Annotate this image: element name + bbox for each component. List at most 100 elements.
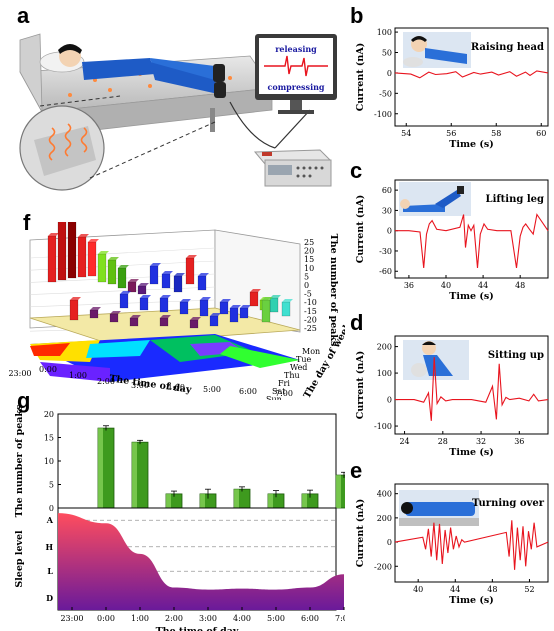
sleep-area [58,513,344,610]
x-tick-label: 0:00 [39,365,57,374]
bar3d [57,222,67,281]
z-tick-label: 10 [304,264,314,273]
panel-title: Sitting up [488,350,544,361]
bar3d-top [108,257,119,260]
x-tick-label: 0:00 [97,614,115,623]
y-tick-label: 200 [377,343,392,352]
panel-title: Turning over [472,498,545,509]
bar3d [189,319,199,329]
peak-bar-highlight [336,475,341,508]
bar3d-top [88,239,99,242]
panel-a-illustration: releasing compressing [19,33,337,191]
plot-frame [394,179,549,279]
bar3d [159,297,169,313]
bar3d-top [240,305,251,308]
panel-label-c: c [350,158,363,183]
bar3d-top [120,291,131,294]
y-axis-title: Current (nA) [355,195,366,263]
x-tick-label: 36 [404,281,414,290]
level-label: A [46,515,54,525]
bar3d [119,293,129,309]
y-tick-label: -100 [374,110,392,119]
bar3d [281,301,291,317]
y-tick-label: 60 [382,186,392,195]
y-tick-label: Sun [266,395,282,400]
x-tick-label: 28 [438,437,448,446]
bar3d-top [70,297,81,300]
bar3d-top [140,295,151,298]
peak-bar-highlight [98,428,103,508]
x-tick-label: 5:00 [203,385,221,394]
bar3d [149,265,159,285]
y-tick-label: -30 [379,247,392,256]
x-tick-label: 48 [487,585,497,594]
bar3d [77,236,87,278]
bar3d-top [48,233,59,236]
bar3d-top [130,315,141,318]
bar3d-top [186,255,197,258]
turning-over-illustration [399,490,479,526]
y-tick-label: Mon [302,347,320,356]
x-tick-label: 56 [446,129,456,138]
z-tick-label: 0 [304,281,309,290]
panel-label-g: g [17,388,31,413]
x-tick-label: 24 [399,437,409,446]
z-tick-label: 20 [304,247,314,256]
z-tick-label: -15 [304,307,317,316]
x-tick-label: 44 [478,281,488,290]
y-tick-label: 0 [387,396,392,405]
y-tick-label: Tue [296,355,311,364]
y-tick-label: Thu [284,371,300,380]
bar3d-top [160,295,171,298]
bar3d-top [282,299,293,302]
bar3d [67,222,77,279]
bar3d [137,285,147,295]
x-tick-label: 36 [514,437,524,446]
z-tick-label: -25 [304,324,317,333]
x-tick-label: 6:00 [301,614,319,623]
monitor-label-releasing: releasing [275,44,317,54]
y-tick-label: 400 [377,490,392,499]
y-tick-label: 200 [377,514,392,523]
signal-trace [394,520,549,570]
bar3d [129,317,139,327]
bar3d [87,241,97,277]
panel-d-chart: 200 100 0 -100 24 28 32 36 Time (s) Current (nA) S… [355,335,549,458]
bar3d-top [90,307,101,310]
panel-g-chart: 0 5 10 15 20 The number of peaks A H L D Sleep lev… [14,405,345,631]
y-tick-label: Fri [278,379,290,388]
y-tick-label: 100 [377,28,392,37]
bar3d-top [180,299,191,302]
bar3d [107,259,117,285]
panel-label-e: e [350,458,363,483]
y-tick-label: 50 [382,49,392,58]
peak-bar-highlight [268,493,273,508]
bar3d-top [128,279,139,282]
bar3d [239,307,249,319]
bar3d [47,235,57,283]
y-tick-label: Wed [290,363,307,372]
x-tick-label: 7:00 [335,614,345,623]
y-tick-label: 0 [387,227,392,236]
bar3d-top [162,271,173,274]
x-tick-label: 54 [401,129,411,138]
grid-line [29,286,216,295]
y-tick-label: 100 [377,369,392,378]
sitting-up-illustration [403,340,469,380]
y-tick-label: -100 [374,422,392,431]
bar3d [159,317,169,327]
x-axis-title: Time (s) [449,595,493,606]
bar3d-top [160,315,171,318]
x-tick-label: 40 [413,585,423,594]
bed-head [19,33,43,113]
z-tick-label: -10 [304,298,317,307]
sleep-axis-title: Sleep level [14,530,25,588]
signal-trace [395,357,549,421]
z-tick-label: -5 [304,290,312,299]
panel-c-chart: 60 30 0 -30 -60 36 40 44 48 Time (s) Current (nA) L… [355,179,549,302]
panel-label-b: b [350,3,364,28]
plot-frame [394,27,549,127]
bar3d [209,315,219,327]
